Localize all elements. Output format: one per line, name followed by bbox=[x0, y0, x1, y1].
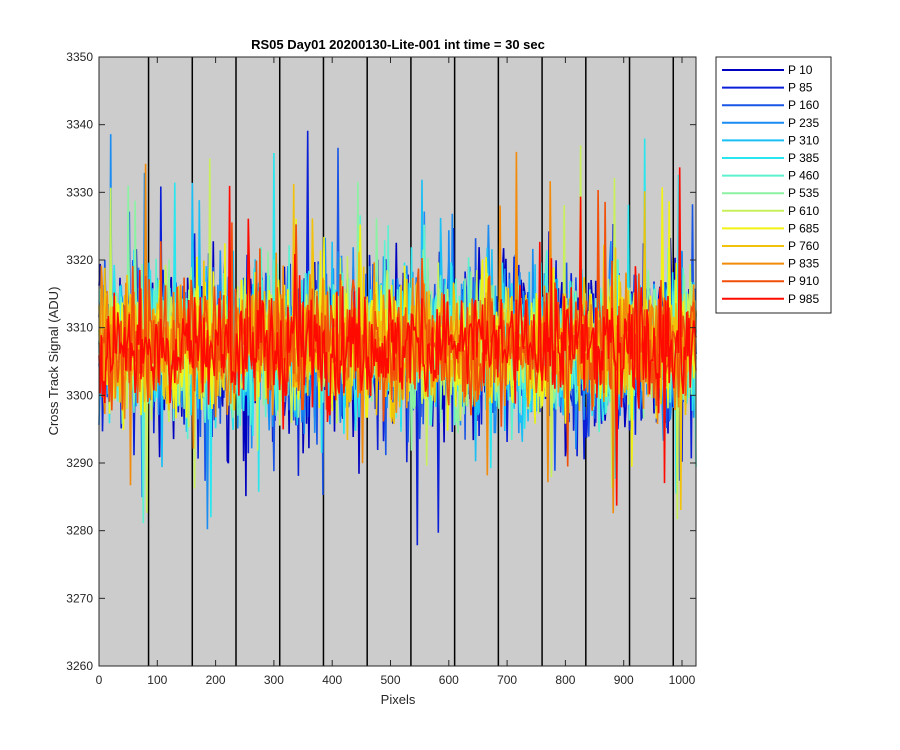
legend-box bbox=[715, 56, 832, 314]
x-tick-label: 700 bbox=[497, 673, 517, 687]
x-tick-label: 400 bbox=[322, 673, 342, 687]
axes-box bbox=[98, 56, 697, 667]
x-tick-label: 600 bbox=[439, 673, 459, 687]
y-tick-label: 3260 bbox=[66, 659, 93, 673]
x-tick-label: 1000 bbox=[669, 673, 696, 687]
legend-label: P 160 bbox=[788, 98, 819, 112]
x-tick-label: 100 bbox=[147, 673, 167, 687]
y-tick-label: 3280 bbox=[66, 524, 93, 538]
y-tick-label: 3300 bbox=[66, 388, 93, 402]
x-tick-label: 500 bbox=[380, 673, 400, 687]
y-axis-ticks: 3260 3270 3280 3290 3300 3310 3320 3330 3340 3350 bbox=[66, 50, 696, 673]
y-tick-label: 3330 bbox=[66, 185, 93, 199]
legend-label: P 685 bbox=[788, 221, 819, 235]
legend: P 10 P 85 P 160 P 235 P 310 P 385 P 460 P 535 P … bbox=[715, 56, 832, 314]
x-tick-label: 900 bbox=[614, 673, 634, 687]
legend-label: P 10 bbox=[788, 63, 813, 77]
x-axis-ticks: 0 100 200 300 400 500 600 700 800 900 1000 bbox=[96, 57, 696, 687]
y-tick-label: 3290 bbox=[66, 456, 93, 470]
legend-label: P 535 bbox=[788, 186, 819, 200]
legend-label: P 385 bbox=[788, 151, 819, 165]
series-line bbox=[98, 167, 697, 506]
y-tick-label: 3350 bbox=[66, 50, 93, 64]
legend-label: P 85 bbox=[788, 81, 813, 95]
legend-label: P 760 bbox=[788, 239, 819, 253]
legend-label: P 610 bbox=[788, 204, 819, 218]
y-tick-label: 3270 bbox=[66, 591, 93, 605]
series-lines bbox=[98, 130, 697, 546]
x-axis-label: Pixels bbox=[381, 692, 416, 707]
legend-label: P 310 bbox=[788, 133, 819, 147]
plot-area bbox=[98, 56, 697, 667]
x-tick-label: 300 bbox=[264, 673, 284, 687]
legend-label: P 235 bbox=[788, 116, 819, 130]
y-axis-label: Cross Track Signal (ADU) bbox=[46, 287, 61, 436]
y-tick-label: 3340 bbox=[66, 118, 93, 132]
x-tick-label: 800 bbox=[555, 673, 575, 687]
legend-label: P 985 bbox=[788, 292, 819, 306]
legend-label: P 910 bbox=[788, 274, 819, 288]
y-tick-label: 3320 bbox=[66, 253, 93, 267]
legend-label: P 835 bbox=[788, 257, 819, 271]
chart-title: RS05 Day01 20200130-Lite-001 int time = … bbox=[251, 37, 545, 52]
x-tick-label: 0 bbox=[96, 673, 103, 687]
y-tick-label: 3310 bbox=[66, 321, 93, 335]
x-tick-label: 200 bbox=[206, 673, 226, 687]
legend-label: P 460 bbox=[788, 169, 819, 183]
